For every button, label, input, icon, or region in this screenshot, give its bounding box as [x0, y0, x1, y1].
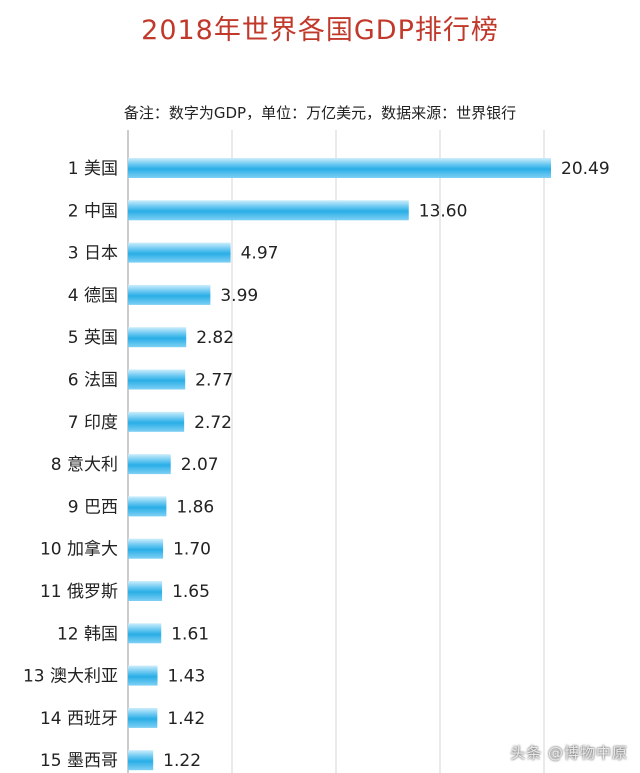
data-label: 2.77: [195, 371, 233, 391]
data-label: 1.42: [167, 709, 205, 729]
data-label: 1.61: [171, 624, 209, 644]
category-label: 4 德国: [68, 286, 118, 306]
bar: [128, 158, 551, 178]
data-label: 20.49: [561, 159, 610, 179]
category-label: 3 日本: [68, 244, 118, 264]
bar: [128, 327, 187, 348]
bar: [128, 496, 167, 517]
data-label: 2.72: [194, 413, 232, 433]
bar: [128, 623, 162, 644]
category-label: 7 印度: [68, 413, 118, 433]
category-label: 8 意大利: [51, 455, 118, 475]
data-labels: 20.49 13.60 4.97 3.99 2.82 2.77 2.72 2.07 1.86 1.…: [163, 159, 609, 771]
category-label: 12 韩国: [57, 624, 118, 644]
data-label: 1.65: [172, 582, 210, 602]
category-label: 1 美国: [68, 159, 118, 179]
category-label: 6 法国: [68, 371, 118, 391]
data-label: 2.82: [196, 328, 234, 348]
data-label: 13.60: [419, 201, 468, 221]
data-label: 2.07: [181, 455, 219, 475]
data-label: 1.22: [163, 751, 201, 771]
category-label: 11 俄罗斯: [40, 582, 118, 602]
watermark: 头条 @博物中原: [510, 744, 628, 762]
category-label: 10 加拿大: [40, 539, 118, 560]
bar: [128, 411, 185, 432]
bar: [128, 707, 158, 728]
category-label: 14 西班牙: [40, 709, 118, 729]
category-label: 15 墨西哥: [40, 751, 118, 771]
data-label: 3.99: [220, 286, 258, 306]
bar: [128, 750, 154, 771]
chart-subtitle: 备注：数字为GDP，单位：万亿美元，数据来源：世界银行: [123, 104, 517, 122]
data-label: 1.86: [176, 497, 214, 517]
category-label: 13 澳大利亚: [23, 667, 118, 687]
category-labels: 1 美国 2 中国 3 日本 4 德国 5 英国 6 法国 7 印度 8 意大利 9 巴西 10 …: [23, 159, 118, 771]
bar: [128, 665, 158, 686]
bar: [128, 581, 163, 601]
data-label: 1.43: [168, 667, 206, 687]
bar: [128, 454, 171, 475]
category-label: 2 中国: [68, 201, 118, 221]
data-label: 4.97: [241, 244, 279, 264]
bar: [128, 284, 211, 305]
category-label: 9 巴西: [68, 497, 118, 517]
chart-title: 2018年世界各国GDP排行榜: [141, 15, 499, 46]
data-label: 1.70: [173, 540, 211, 560]
bar: [128, 200, 409, 221]
bar: [128, 242, 231, 263]
bar: [128, 538, 164, 559]
category-label: 5 英国: [68, 328, 118, 348]
bars: [128, 158, 551, 771]
bar: [128, 369, 186, 390]
